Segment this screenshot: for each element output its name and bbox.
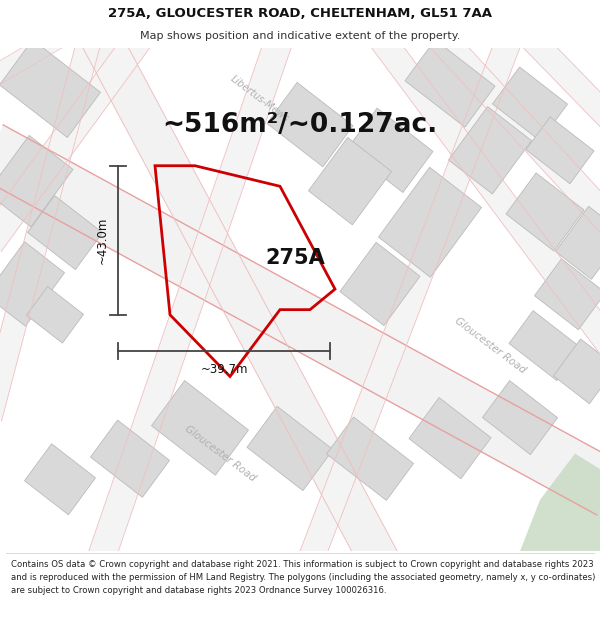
Polygon shape — [430, 28, 600, 232]
Text: 275A, GLOUCESTER ROAD, CHELTENHAM, GL51 7AA: 275A, GLOUCESTER ROAD, CHELTENHAM, GL51 … — [108, 7, 492, 20]
Polygon shape — [28, 196, 103, 269]
Text: ~516m²/~0.127ac.: ~516m²/~0.127ac. — [163, 112, 437, 138]
Polygon shape — [0, 34, 101, 421]
Polygon shape — [26, 286, 83, 343]
Polygon shape — [482, 381, 557, 454]
Polygon shape — [493, 67, 568, 141]
Polygon shape — [247, 406, 333, 491]
Text: Libertus-Mews: Libertus-Mews — [229, 74, 291, 124]
Polygon shape — [448, 107, 532, 194]
Polygon shape — [520, 454, 600, 551]
Text: Gloucester Road: Gloucester Road — [182, 424, 257, 484]
Polygon shape — [409, 398, 491, 479]
Polygon shape — [340, 242, 420, 326]
Polygon shape — [506, 173, 584, 251]
Polygon shape — [82, 28, 398, 571]
Text: Contains OS data © Crown copyright and database right 2021. This information is : Contains OS data © Crown copyright and d… — [11, 560, 595, 595]
Polygon shape — [87, 32, 293, 566]
Polygon shape — [370, 29, 600, 354]
Polygon shape — [405, 40, 495, 127]
Polygon shape — [347, 108, 433, 192]
Polygon shape — [0, 29, 151, 251]
Text: ~39.7m: ~39.7m — [200, 362, 248, 376]
Text: Gloucester Road: Gloucester Road — [452, 316, 527, 376]
Text: 275A: 275A — [265, 248, 325, 268]
Polygon shape — [509, 311, 581, 381]
Polygon shape — [0, 40, 100, 138]
Polygon shape — [267, 82, 353, 167]
Polygon shape — [91, 420, 169, 498]
Polygon shape — [535, 259, 600, 330]
Polygon shape — [553, 339, 600, 404]
Polygon shape — [326, 417, 413, 501]
Polygon shape — [0, 136, 73, 227]
Polygon shape — [308, 138, 392, 225]
Polygon shape — [0, 28, 65, 88]
Polygon shape — [298, 32, 522, 566]
Text: ~43.0m: ~43.0m — [95, 217, 109, 264]
Polygon shape — [379, 168, 482, 278]
Polygon shape — [152, 381, 248, 475]
Polygon shape — [0, 242, 65, 326]
Polygon shape — [521, 29, 600, 128]
Polygon shape — [526, 117, 594, 184]
Text: Map shows position and indicative extent of the property.: Map shows position and indicative extent… — [140, 31, 460, 41]
Polygon shape — [0, 125, 600, 515]
Polygon shape — [556, 206, 600, 279]
Polygon shape — [25, 444, 95, 515]
